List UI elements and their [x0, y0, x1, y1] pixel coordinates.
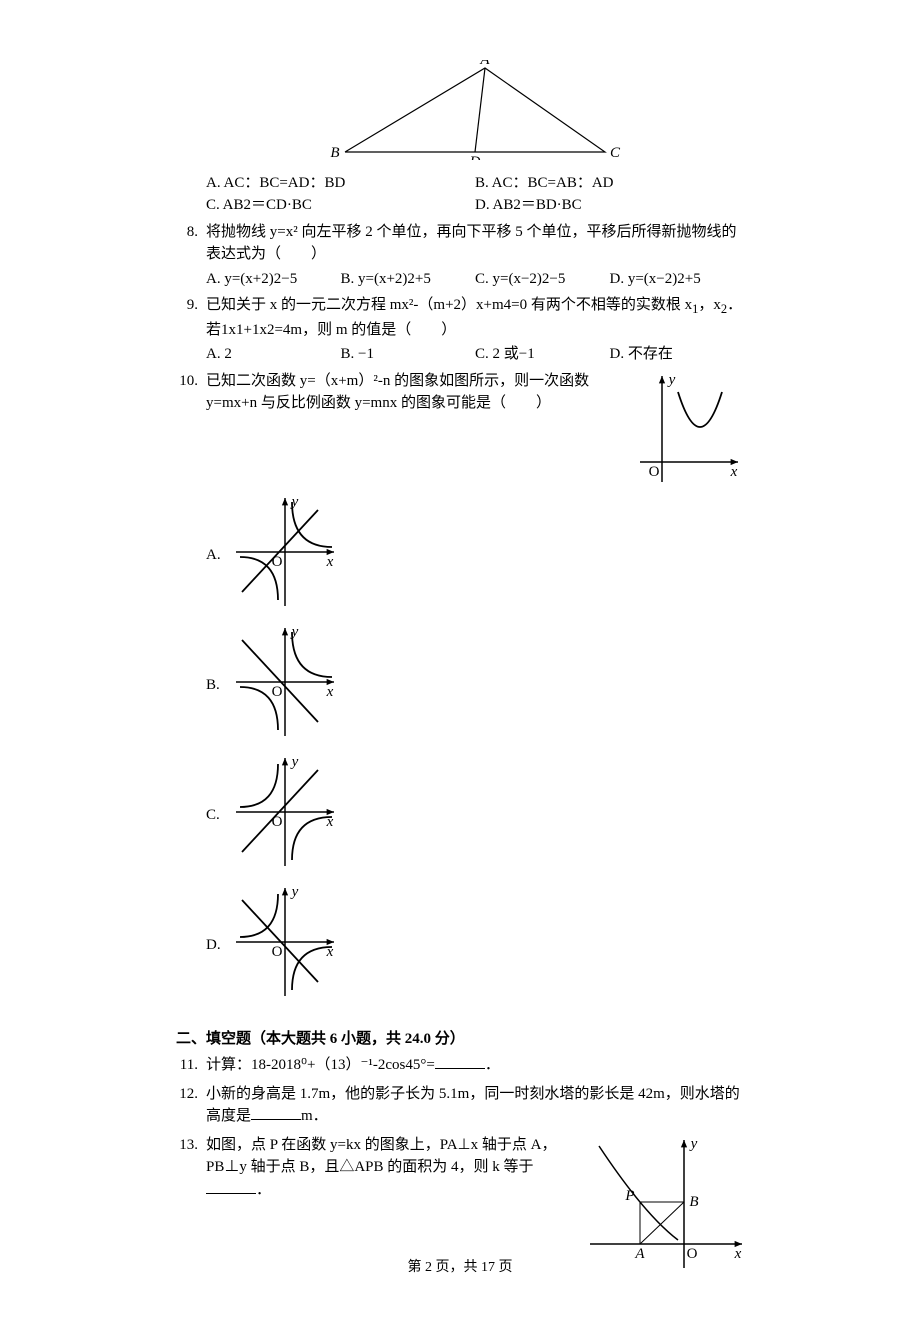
svg-text:x: x	[326, 814, 334, 830]
q8-opt-d: D. y=(x−2)2+5	[610, 268, 745, 291]
q10-opt-c-figure: x y O	[230, 752, 340, 872]
q7-opt-d: D. AB2＝BD·BC	[475, 194, 744, 217]
q10-opt-d-label: D.	[206, 934, 230, 957]
svg-text:B: B	[330, 145, 339, 160]
svg-text:y: y	[290, 624, 299, 640]
q13-number: 13.	[176, 1134, 206, 1274]
q9-stem: 已知关于 x 的一元二次方程 mx²-（m+2）x+m4=0 有两个不相等的实数…	[206, 294, 744, 341]
q11-blank	[435, 1056, 485, 1070]
svg-text:x: x	[326, 944, 334, 960]
q7-opt-c: C. AB2＝CD·BC	[206, 194, 475, 217]
svg-text:P: P	[624, 1188, 634, 1204]
svg-text:y: y	[667, 372, 676, 388]
q7-opt-b: B. AC：BC=AB：AD	[475, 172, 744, 195]
svg-text:A: A	[479, 60, 490, 68]
svg-text:O: O	[272, 684, 283, 700]
q10-opt-a-figure: x y O	[230, 492, 340, 612]
q12-number: 12.	[176, 1083, 206, 1130]
svg-text:x: x	[730, 464, 738, 480]
svg-text:y: y	[290, 754, 299, 770]
q9-opt-c: C. 2 或−1	[475, 343, 610, 366]
svg-text:y: y	[290, 494, 299, 510]
q10-opt-c-label: C.	[206, 804, 230, 827]
svg-text:O: O	[272, 944, 283, 960]
q12-blank	[251, 1107, 301, 1121]
svg-text:O: O	[272, 554, 283, 570]
svg-text:C: C	[610, 145, 621, 160]
section-2-title: 二、填空题（本大题共 6 小题，共 24.0 分）	[176, 1028, 744, 1051]
svg-text:B: B	[689, 1194, 698, 1210]
svg-text:D: D	[469, 154, 481, 160]
q10-opt-d-figure: x y O	[230, 882, 340, 1002]
q7-opt-a: A. AC：BC=AD：BD	[206, 172, 475, 195]
svg-text:x: x	[326, 554, 334, 570]
q7-options: A. AC：BC=AD：BD B. AC：BC=AB：AD C. AB2＝CD·…	[206, 172, 744, 217]
q10-opt-b-label: B.	[206, 674, 230, 697]
svg-text:y: y	[689, 1136, 698, 1152]
q10-stem-figure: x y O	[634, 370, 744, 490]
q9-number: 9.	[176, 294, 206, 366]
svg-text:x: x	[326, 684, 334, 700]
svg-text:y: y	[290, 884, 299, 900]
q11-stem: 计算：18-2018⁰+（13）⁻¹-2cos45°=．	[206, 1054, 744, 1077]
q9-options: A. 2 B. −1 C. 2 或−1 D. 不存在	[206, 343, 744, 366]
q10-opt-a-label: A.	[206, 544, 230, 567]
q8-number: 8.	[176, 221, 206, 291]
q8-options: A. y=(x+2)2−5 B. y=(x+2)2+5 C. y=(x−2)2−…	[206, 268, 744, 291]
q10-number: 10.	[176, 370, 206, 1010]
q13-figure: xyOPAB	[584, 1134, 744, 1274]
svg-text:O: O	[272, 814, 283, 830]
q9-opt-d: D. 不存在	[610, 343, 745, 366]
q13-blank	[206, 1180, 256, 1194]
q8-stem: 将抛物线 y=x² 向左平移 2 个单位，再向下平移 5 个单位，平移后所得新抛…	[206, 221, 744, 266]
q9-opt-b: B. −1	[341, 343, 476, 366]
q7-triangle-figure: A B C D	[206, 60, 744, 168]
q10-opt-b-figure: x y O	[230, 622, 340, 742]
page-footer: 第 2 页，共 17 页	[0, 1257, 920, 1278]
q9-opt-a: A. 2	[206, 343, 341, 366]
q11-number: 11.	[176, 1054, 206, 1079]
svg-text:O: O	[649, 464, 660, 480]
q8-opt-b: B. y=(x+2)2+5	[341, 268, 476, 291]
q8-opt-a: A. y=(x+2)2−5	[206, 268, 341, 291]
q12-stem: 小新的身高是 1.7m，他的影子长为 5.1m，同一时刻水塔的影长是 42m，则…	[206, 1083, 744, 1128]
q8-opt-c: C. y=(x−2)2−5	[475, 268, 610, 291]
